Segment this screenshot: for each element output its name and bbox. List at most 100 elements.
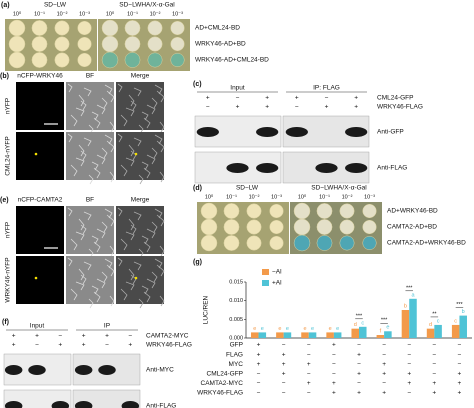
cell-outline	[67, 133, 73, 143]
row-label: nYFP	[5, 222, 12, 238]
bar	[251, 332, 259, 338]
cell-outline	[101, 271, 108, 283]
cell-outline	[109, 295, 115, 307]
colony	[77, 36, 92, 52]
colony	[293, 218, 311, 236]
cell-outline	[101, 221, 108, 233]
colony	[31, 36, 48, 52]
row-label: nYFP	[5, 98, 12, 114]
y-tick-label: 0.015	[229, 279, 243, 285]
blot-label: Anti-FLAG	[377, 165, 407, 172]
sign: +	[432, 380, 436, 387]
colony	[339, 235, 355, 251]
cell-outline	[80, 100, 87, 111]
cell-outline	[75, 231, 85, 241]
medium-label: SD−LW	[44, 2, 67, 9]
cell-outline	[130, 224, 137, 235]
medium-label: SD−LWHA/X-α-Gal	[119, 2, 175, 9]
sign: +	[35, 333, 39, 340]
band	[315, 163, 338, 173]
micrograph	[16, 206, 64, 254]
letter-label: a	[411, 292, 415, 298]
colony	[316, 235, 333, 251]
sign: +	[282, 361, 286, 368]
cell-outline	[96, 104, 106, 115]
sign: −	[282, 342, 286, 349]
dilution-label: 10⁰	[298, 193, 307, 200]
cell-outline	[117, 133, 123, 143]
colony	[339, 203, 355, 219]
colony	[362, 203, 377, 219]
micrograph	[66, 82, 114, 130]
bar	[451, 324, 460, 338]
micrograph	[16, 82, 64, 130]
panel-label: (g)	[193, 259, 202, 266]
significance: ***	[456, 302, 463, 308]
sign: +	[257, 342, 261, 349]
letter-label: b	[404, 303, 407, 309]
sign: +	[458, 380, 462, 387]
sign: +	[282, 351, 286, 358]
sign: −	[105, 342, 109, 349]
dilution-label: 10⁰	[106, 10, 115, 17]
cell-outline	[75, 107, 85, 117]
micrograph	[116, 132, 164, 180]
cell-outline	[143, 167, 151, 179]
colony	[31, 20, 48, 36]
construct-label: WRKY46-FLAG	[146, 342, 192, 349]
letter-label: e	[261, 326, 264, 332]
column-label: Merge	[131, 197, 150, 204]
cell-outline	[133, 261, 142, 271]
sign: +	[332, 342, 336, 349]
colony	[8, 35, 26, 53]
legend-label: +Al	[272, 280, 282, 287]
sign: −	[282, 380, 286, 387]
sign: −	[236, 95, 240, 102]
band	[51, 401, 70, 408]
sign: −	[458, 361, 462, 368]
cell-outline	[117, 83, 123, 93]
cell-outline	[154, 258, 163, 269]
dilution-label: 10⁻¹	[127, 11, 138, 17]
row-label: CML24-nYFP	[5, 136, 12, 175]
dilution-label: 10⁻¹	[226, 194, 237, 200]
micrograph	[16, 132, 64, 180]
construct-label: CAMTA2-MYC	[146, 333, 189, 340]
cell-outline	[93, 241, 101, 253]
bar	[276, 332, 284, 338]
letter-label: e	[253, 326, 256, 332]
cell-outline	[128, 268, 135, 281]
column-label: nCFP-CAMTA2	[18, 197, 63, 204]
cell-outline	[159, 171, 165, 183]
letter-label: e	[336, 326, 339, 332]
dilution-label: 10⁻²	[57, 11, 68, 17]
cell-outline	[120, 288, 128, 301]
sign: −	[257, 390, 261, 397]
cell-outline	[130, 100, 137, 111]
cell-outline	[120, 164, 128, 177]
colony	[293, 202, 311, 220]
cell-outline	[141, 161, 149, 171]
cell-outline	[101, 97, 108, 109]
band	[256, 163, 279, 173]
cell-outline	[159, 121, 165, 133]
colony	[54, 36, 70, 52]
column-label: nCFP-WRKY46	[17, 73, 63, 80]
colony	[77, 20, 92, 36]
colony	[54, 52, 70, 68]
sign: −	[295, 104, 299, 111]
sign: +	[265, 95, 269, 102]
sign: +	[357, 390, 361, 397]
colony	[269, 235, 284, 251]
cell-outline	[78, 218, 85, 231]
sign: +	[128, 342, 132, 349]
cell-outline	[125, 157, 135, 167]
colony	[147, 52, 163, 68]
colony	[147, 20, 163, 36]
colony	[170, 52, 185, 68]
cell-outline	[93, 117, 101, 129]
colony	[200, 234, 218, 252]
sign: +	[12, 342, 16, 349]
band	[74, 365, 93, 375]
